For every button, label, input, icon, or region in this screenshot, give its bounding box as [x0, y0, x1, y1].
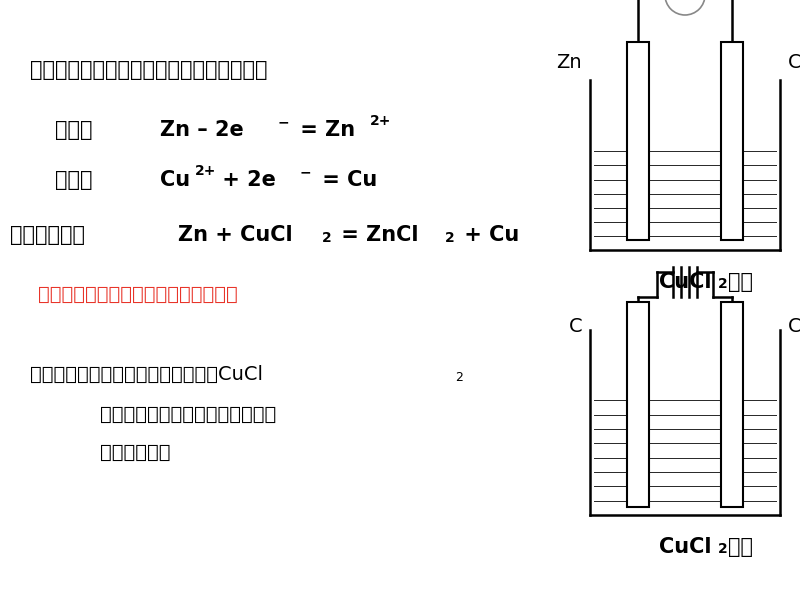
Text: Zn + CuCl: Zn + CuCl [178, 225, 293, 245]
Text: CuCl: CuCl [658, 272, 711, 292]
Text: Zn – 2e: Zn – 2e [160, 120, 244, 140]
Text: 溶液: 溶液 [728, 537, 753, 557]
Text: Zn: Zn [556, 52, 582, 71]
Text: = Zn: = Zn [293, 120, 355, 140]
Text: = Cu: = Cu [315, 170, 378, 190]
Bar [627, 302, 649, 507]
Text: 2+: 2+ [195, 164, 216, 178]
Text: 2: 2 [718, 542, 728, 556]
Text: + 2e: + 2e [215, 170, 276, 190]
Text: −: − [300, 165, 312, 179]
Text: 问题：如果把两根石墨棒作电极插入CuCl: 问题：如果把两根石墨棒作电极插入CuCl [30, 365, 263, 384]
Bar [627, 42, 649, 240]
Text: G: G [678, 0, 691, 4]
Text: 电池装置吗？: 电池装置吗？ [100, 443, 170, 462]
Text: 写出右图原电池的电极反应、电池总反应。: 写出右图原电池的电极反应、电池总反应。 [30, 60, 267, 80]
Text: 电池总反应：: 电池总反应： [10, 225, 85, 245]
Text: Cu: Cu [788, 52, 800, 71]
Text: 原电池是把化学能转变成电能的装置。: 原电池是把化学能转变成电能的装置。 [38, 285, 238, 304]
Text: 2+: 2+ [370, 114, 391, 128]
Text: C: C [788, 317, 800, 337]
Text: CuCl: CuCl [658, 537, 711, 557]
Text: 正极：: 正极： [55, 170, 93, 190]
Bar [721, 302, 743, 507]
Text: 2: 2 [718, 277, 728, 291]
Text: 负极：: 负极： [55, 120, 93, 140]
Text: C: C [568, 317, 582, 337]
Text: 溶液中，外接直流电源，这还是原: 溶液中，外接直流电源，这还是原 [100, 405, 276, 424]
Circle shape [665, 0, 705, 15]
Text: −: − [278, 115, 290, 129]
Text: = ZnCl: = ZnCl [334, 225, 418, 245]
Text: 2: 2 [322, 231, 332, 245]
Text: Cu: Cu [160, 170, 190, 190]
Text: + Cu: + Cu [457, 225, 519, 245]
Text: 溶液: 溶液 [728, 272, 753, 292]
Bar [721, 42, 743, 240]
Text: 2: 2 [455, 371, 463, 384]
Text: 2: 2 [445, 231, 454, 245]
